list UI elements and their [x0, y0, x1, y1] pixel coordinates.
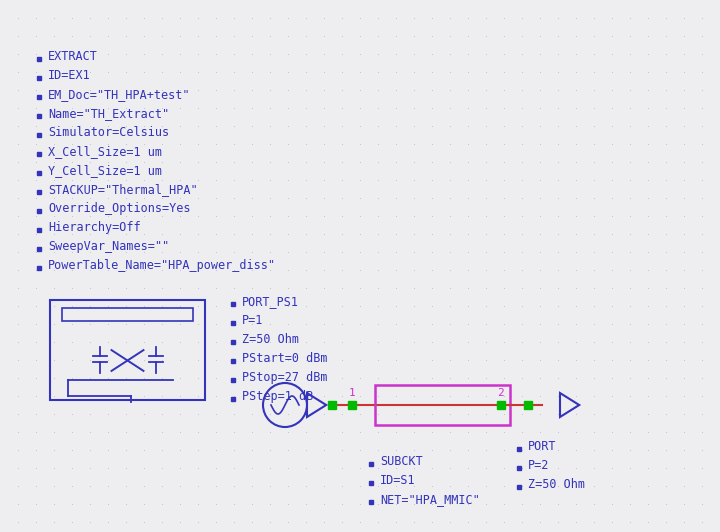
Text: Z=50 Ohm: Z=50 Ohm: [528, 478, 585, 491]
Text: ID=S1: ID=S1: [380, 474, 415, 487]
Text: PStop=27 dBm: PStop=27 dBm: [242, 371, 328, 384]
Bar: [524, 401, 532, 409]
Text: Override_Options=Yes: Override_Options=Yes: [48, 202, 191, 215]
Bar: [62, 308, 193, 321]
Text: NET="HPA_MMIC": NET="HPA_MMIC": [380, 493, 480, 506]
Text: PORT_PS1: PORT_PS1: [242, 295, 299, 308]
Text: Z=50 Ohm: Z=50 Ohm: [242, 333, 299, 346]
Text: Name="TH_Extract": Name="TH_Extract": [48, 107, 169, 120]
Text: PowerTable_Name="HPA_power_diss": PowerTable_Name="HPA_power_diss": [48, 259, 276, 272]
Text: PStep=1 dB: PStep=1 dB: [242, 390, 313, 403]
Text: SweepVar_Names="": SweepVar_Names="": [48, 240, 169, 253]
Text: Hierarchy=Off: Hierarchy=Off: [48, 221, 140, 234]
Bar: [50, 300, 205, 400]
Text: P=2: P=2: [528, 459, 549, 472]
Text: 1: 1: [348, 388, 356, 398]
Text: 2: 2: [498, 388, 505, 398]
Bar: [328, 401, 336, 409]
Text: SUBCKT: SUBCKT: [380, 455, 423, 468]
Text: Simulator=Celsius: Simulator=Celsius: [48, 126, 169, 139]
Text: STACKUP="Thermal_HPA": STACKUP="Thermal_HPA": [48, 183, 197, 196]
Text: EXTRACT: EXTRACT: [48, 50, 98, 63]
Text: X_Cell_Size=1 um: X_Cell_Size=1 um: [48, 145, 162, 158]
Text: P=1: P=1: [242, 314, 264, 327]
Text: Y_Cell_Size=1 um: Y_Cell_Size=1 um: [48, 164, 162, 177]
Bar: [497, 401, 505, 409]
Bar: [375, 385, 510, 425]
Text: PORT: PORT: [528, 440, 557, 453]
Text: EM_Doc="TH_HPA+test": EM_Doc="TH_HPA+test": [48, 88, 191, 101]
Bar: [348, 401, 356, 409]
Text: ID=EX1: ID=EX1: [48, 69, 91, 82]
Text: PStart=0 dBm: PStart=0 dBm: [242, 352, 328, 365]
